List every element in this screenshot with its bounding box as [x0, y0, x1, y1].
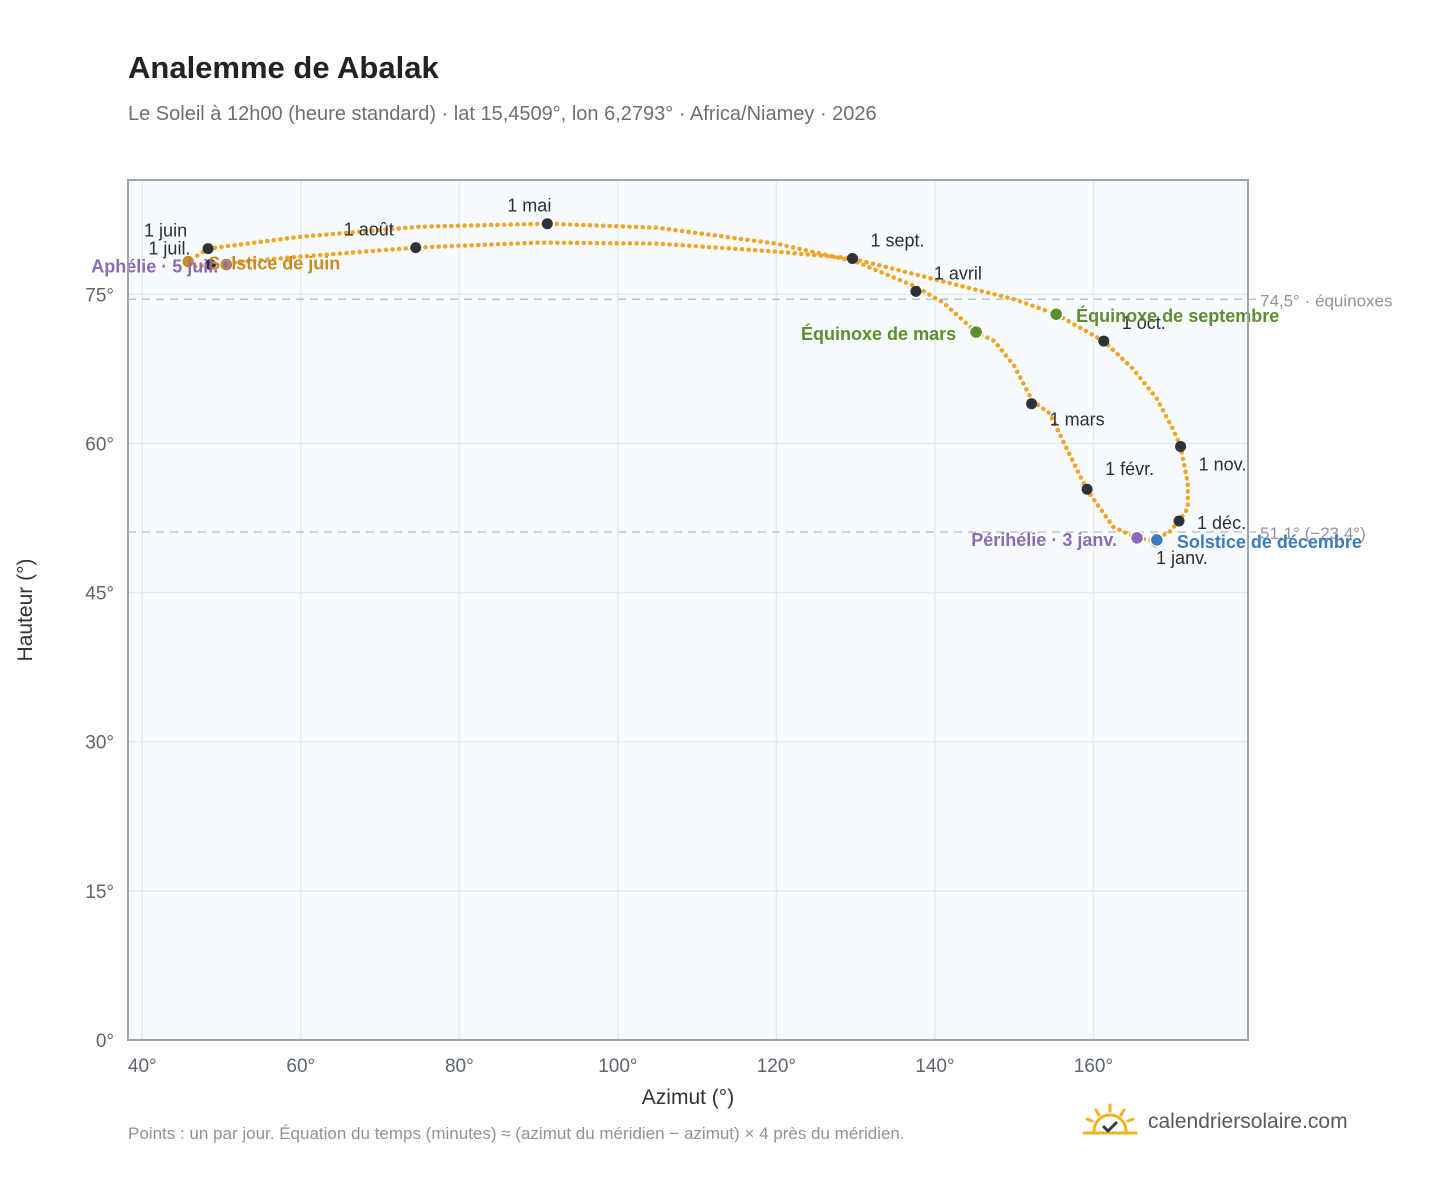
month-label: 1 mai — [507, 196, 551, 216]
event-label: Équinoxe de mars — [801, 323, 956, 344]
month-marker — [1173, 515, 1185, 527]
month-marker — [1026, 398, 1038, 410]
y-tick-label: 60° — [85, 434, 114, 455]
y-tick-label: 75° — [85, 285, 114, 306]
event-label: Aphélie · 5 juil. — [91, 257, 218, 277]
grid — [128, 180, 1248, 1041]
event-marker — [1129, 530, 1145, 546]
analemma-curve — [185, 221, 1191, 543]
event-marker — [1149, 532, 1165, 548]
event-label: Solstice de décembre — [1177, 532, 1362, 552]
reference-line-label: 51,1° (−23,4°) — [1260, 524, 1366, 543]
month-label: 1 sept. — [870, 231, 924, 251]
footnote: Points : un par jour. Équation du temps … — [128, 1124, 905, 1143]
month-label: 1 juil. — [148, 239, 190, 259]
x-tick-label: 160° — [1074, 1056, 1113, 1077]
month-label: 1 févr. — [1105, 459, 1154, 479]
analemma-daily-points — [185, 221, 1191, 543]
event-label: Équinoxe de septembre — [1076, 305, 1279, 326]
month-marker — [410, 242, 422, 254]
chart-subtitle: Le Soleil à 12h00 (heure standard) · lat… — [128, 103, 877, 125]
x-tick-label: 140° — [915, 1056, 954, 1077]
event-marker — [180, 254, 196, 269]
month-label: 1 avril — [934, 263, 982, 283]
x-tick-label: 40° — [128, 1056, 157, 1077]
event-marker — [1048, 306, 1064, 322]
month-label: 1 nov. — [1199, 454, 1247, 474]
axis-ticks: 40° 60° 80° 100° 120° 140° 160° 0° 15° 30° 45° 60° 7… — [85, 285, 1113, 1077]
month-label: 1 août — [344, 220, 394, 240]
reference-line-label: 74,5° · équinoxes — [1260, 291, 1393, 310]
plot-area — [128, 180, 1248, 1040]
month-marker — [204, 259, 216, 271]
event-label: Périhélie · 3 janv. — [971, 530, 1117, 550]
x-tick-label: 120° — [757, 1056, 796, 1077]
x-axis-label: Azimut (°) — [642, 1086, 734, 1109]
month-label: 1 juin — [144, 221, 187, 241]
month-marker — [541, 218, 553, 230]
month-marker — [202, 243, 214, 255]
markers — [180, 218, 1187, 548]
event-label: Solstice de juin — [208, 254, 340, 274]
y-axis-label: Hauteur (°) — [14, 559, 37, 662]
reference-lines: 74,5° · équinoxes 51,1° (−23,4°) — [128, 291, 1393, 543]
y-tick-label: 15° — [85, 882, 114, 903]
chart-title: Analemme de Abalak — [128, 50, 439, 85]
x-tick-label: 80° — [445, 1056, 474, 1077]
month-marker — [910, 285, 922, 297]
sun-check-icon — [1082, 1103, 1138, 1135]
month-label: 1 oct. — [1122, 313, 1166, 333]
y-tick-label: 0° — [96, 1031, 114, 1052]
x-tick-label: 60° — [286, 1056, 315, 1077]
event-marker — [219, 257, 234, 272]
month-marker — [1098, 335, 1110, 347]
y-tick-label: 45° — [85, 584, 114, 605]
month-marker — [846, 253, 858, 265]
month-label: 1 mars — [1050, 410, 1105, 430]
brand[interactable]: calendriersolaire.com — [1082, 1103, 1348, 1141]
plot-frame — [127, 179, 1249, 1041]
brand-name: calendriersolaire.com — [1148, 1110, 1348, 1133]
y-tick-label: 30° — [85, 733, 114, 754]
event-marker — [968, 324, 984, 340]
x-tick-label: 100° — [598, 1056, 637, 1077]
month-marker — [1081, 483, 1093, 495]
month-marker — [1175, 440, 1187, 452]
month-label: 1 déc. — [1197, 513, 1246, 533]
month-label: 1 janv. — [1156, 548, 1208, 568]
